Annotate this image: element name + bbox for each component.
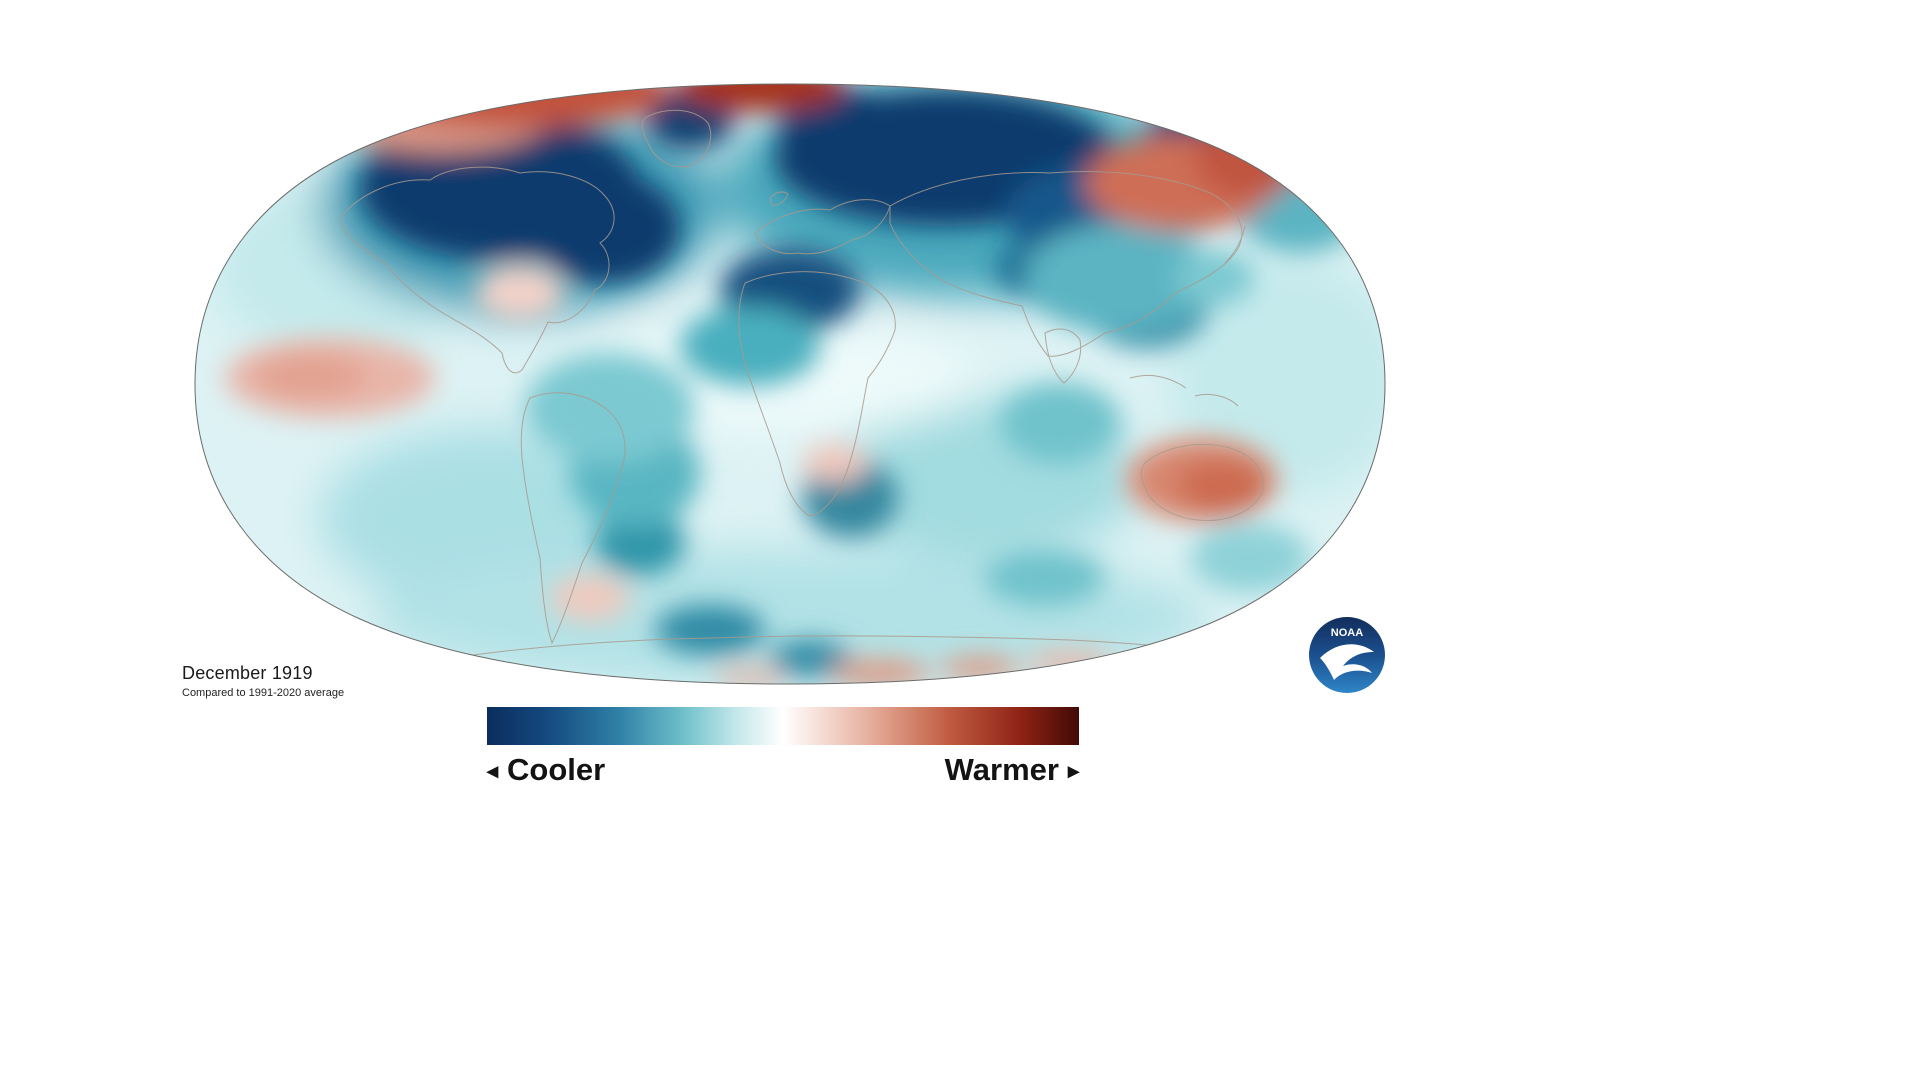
map-date: December 1919 <box>182 663 313 683</box>
colorbar <box>487 707 1079 745</box>
caption-block: December 1919 Compared to 1991-2020 aver… <box>182 663 344 699</box>
legend-labels: ◂ Cooler Warmer ▸ <box>487 752 1079 788</box>
world-anomaly-map <box>190 78 1390 690</box>
cooler-arrow-icon: ◂ <box>487 758 499 783</box>
noaa-logo: NOAA <box>1308 616 1386 694</box>
warmer-legend: Warmer ▸ <box>945 752 1079 788</box>
cooler-label: Cooler <box>507 752 606 787</box>
warmer-label: Warmer <box>944 752 1059 787</box>
map-svg <box>194 83 1386 685</box>
cooler-legend: ◂ Cooler <box>487 752 605 788</box>
globe-interior <box>195 84 1385 684</box>
noaa-bird-icon <box>1320 644 1374 680</box>
globe-outline <box>194 83 1386 685</box>
map-baseline: Compared to 1991-2020 average <box>182 687 345 699</box>
noaa-logo-text: NOAA <box>1331 627 1363 639</box>
warmer-arrow-icon: ▸ <box>1067 758 1079 783</box>
noaa-logo-svg: NOAA <box>1309 617 1385 693</box>
